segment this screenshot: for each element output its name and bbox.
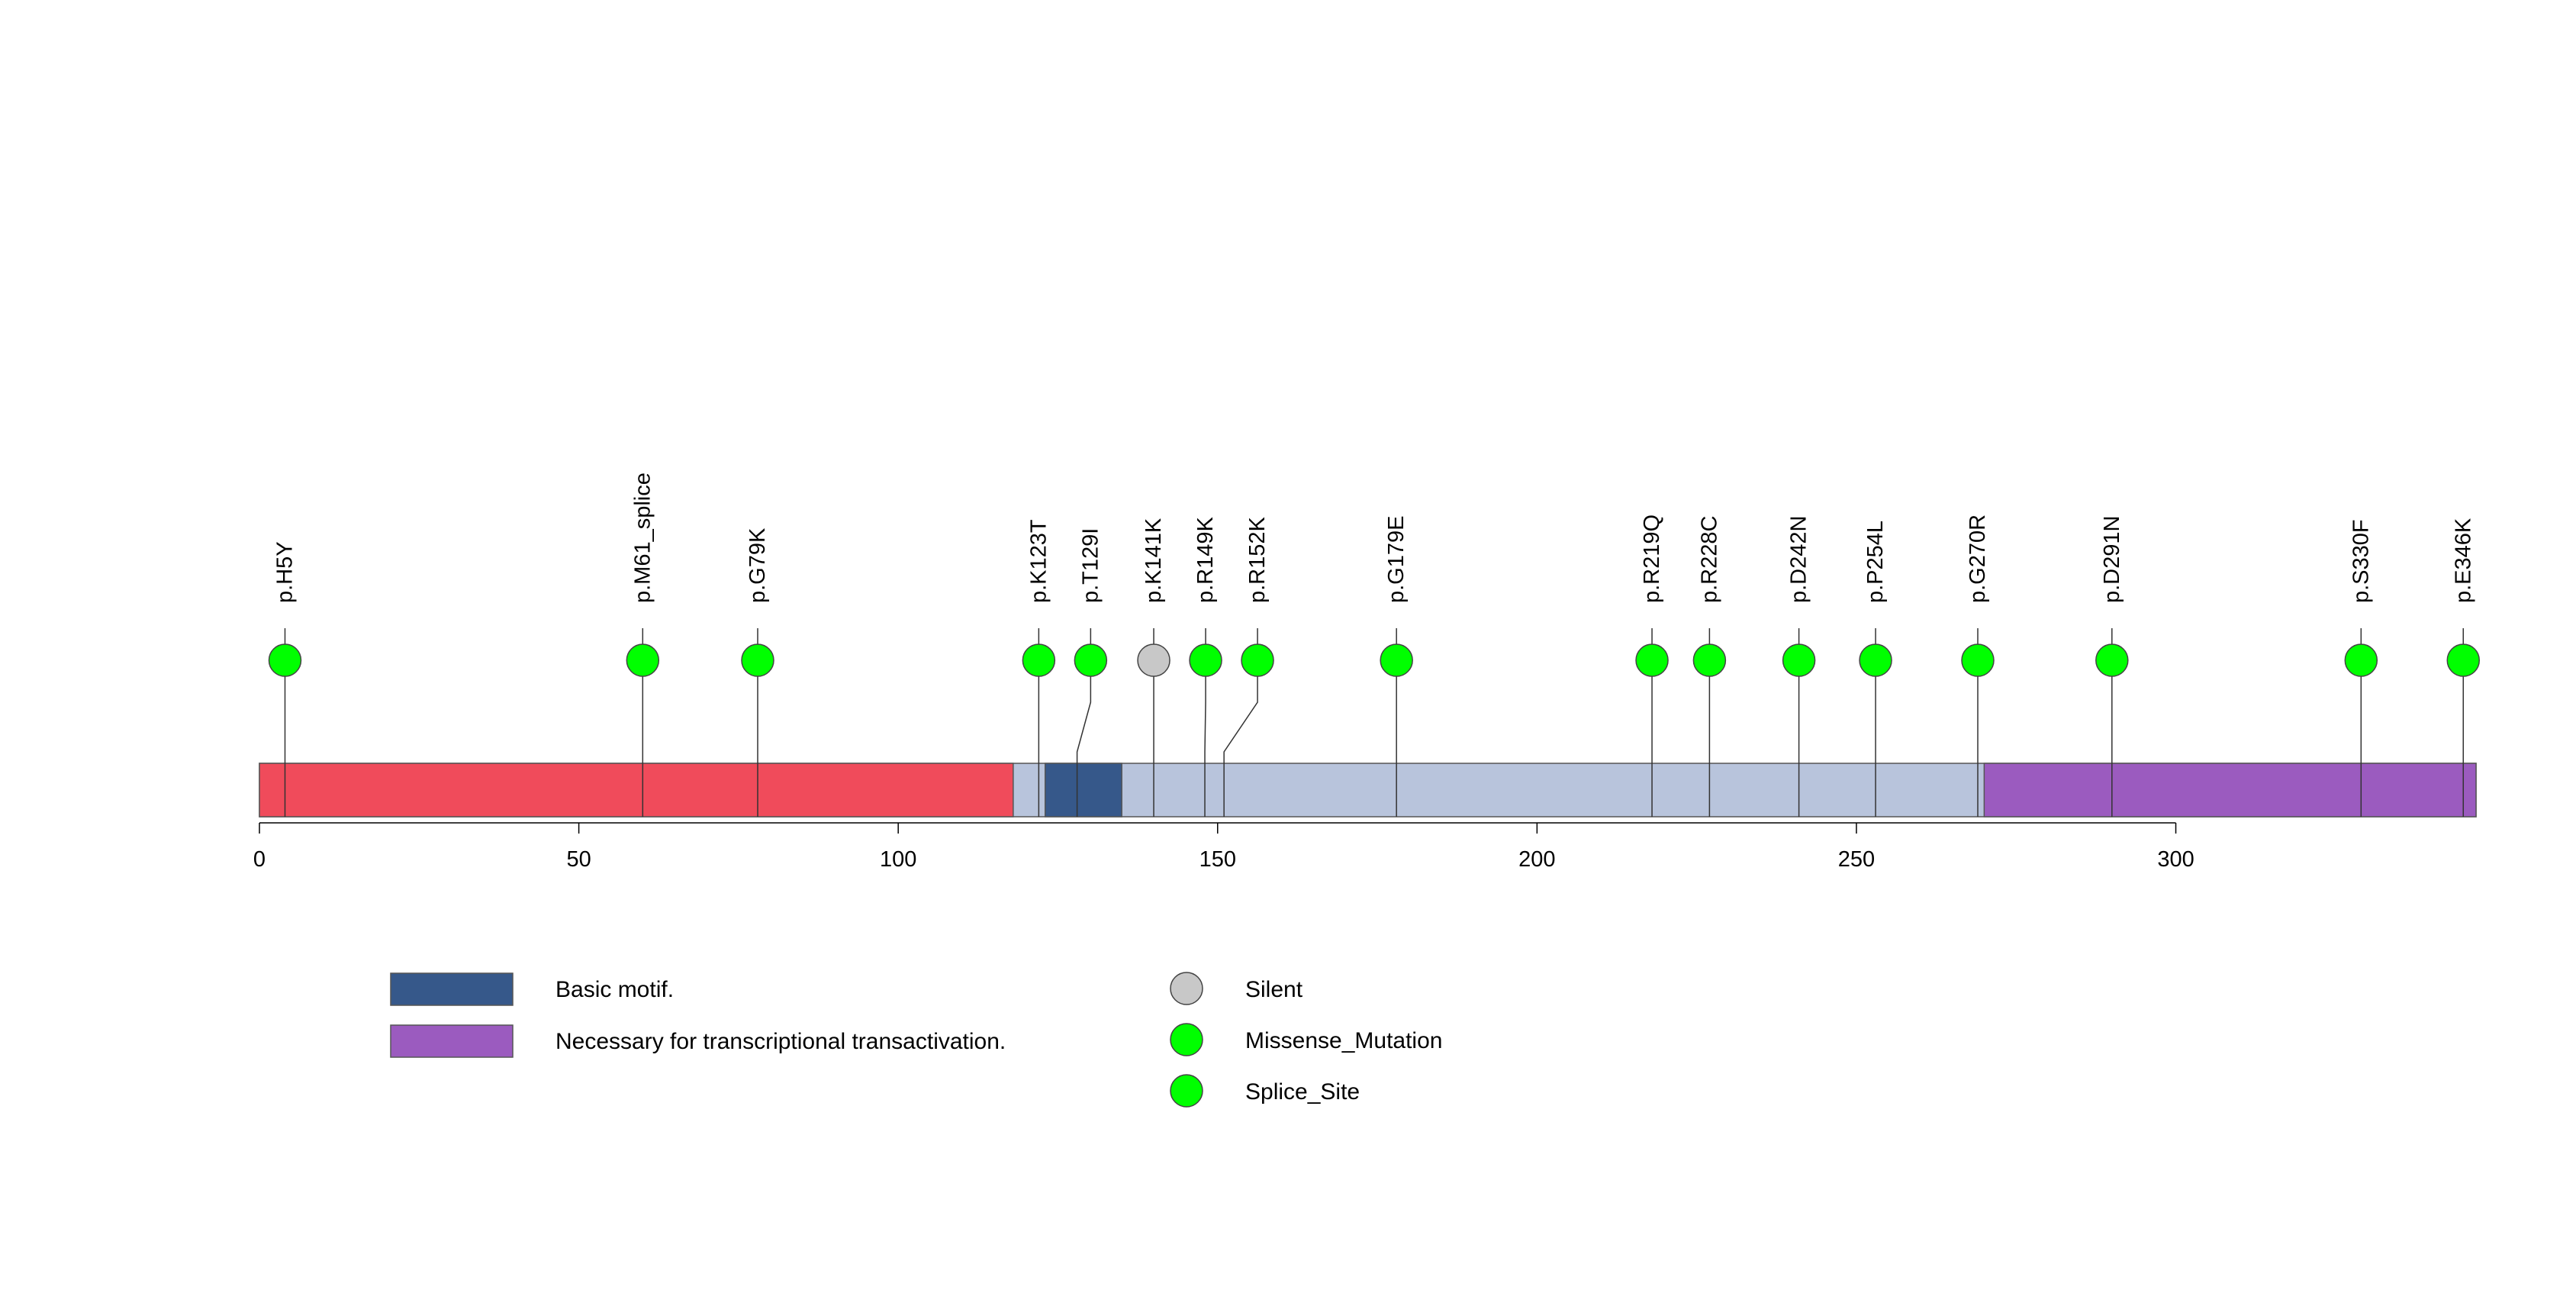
legend-domain-label-0: Basic motif. [555,977,674,1002]
mutation-head-11 [1782,643,1816,677]
domain-0 [259,763,1014,818]
mutation-label-10: p.R228C [1697,516,1721,603]
domain-1 [1044,763,1122,818]
mutation-head-13 [1961,643,1995,677]
mutation-head-12 [1859,643,1892,677]
mutation-label-2: p.G79K [745,527,770,603]
mutation-head-1 [626,643,660,677]
mutation-stick-7 [1223,660,1258,817]
legend-domain-swatch-0 [390,972,514,1006]
mutation-head-2 [741,643,774,677]
legend-mutation-swatch-0 [1170,972,1203,1005]
legend-mutation-label-1: Missense_Mutation [1245,1028,1442,1053]
domain-2 [1983,763,2477,818]
mutation-head-5 [1137,643,1170,677]
mutation-stick-4 [1076,660,1092,817]
mutation-label-1: p.M61_splice [630,472,655,603]
mutation-label-13: p.G270R [1966,514,1990,603]
mutation-label-11: p.D242N [1787,516,1811,603]
mutation-label-0: p.H5Y [272,541,297,603]
mutation-label-8: p.G179E [1384,516,1409,603]
mutation-label-7: p.R152K [1245,516,1270,603]
mutation-label-3: p.K123T [1026,519,1051,603]
mutation-head-4 [1074,643,1108,677]
mutation-head-9 [1635,643,1669,677]
legend: Basic motif. Necessary for transcriptiona… [390,972,1442,1108]
legend-mutation-label-2: Splice_Site [1245,1079,1360,1105]
legend-domain-label-1: Necessary for transcriptional transactiv… [555,1029,1006,1054]
x-tick-label-200: 200 [1518,847,1555,872]
mutation-stick-6 [1204,660,1206,817]
x-tick-label-150: 150 [1199,847,1236,872]
mutation-label-15: p.S330F [2349,519,2373,603]
mutation-head-15 [2344,643,2378,677]
x-tick-label-250: 250 [1838,847,1875,872]
mutation-label-4: p.T129I [1078,528,1103,603]
x-tick-label-100: 100 [880,847,916,872]
mutation-head-3 [1022,643,1056,677]
legend-mutation-label-0: Silent [1245,977,1303,1002]
protein-track [259,763,2477,818]
x-axis: 0 50 100 150 200 250 300 [253,822,2194,872]
mutation-head-6 [1189,643,1222,677]
x-tick-label-300: 300 [2157,847,2194,872]
x-tick-label-0: 0 [253,847,266,872]
mutation-head-16 [2446,643,2481,677]
mutation-label-9: p.R219Q [1640,514,1664,603]
mutation-head-0 [268,643,302,677]
mutation-label-5: p.K141K [1141,518,1166,603]
legend-domain-swatch-1 [390,1024,514,1058]
mutation-head-14 [2095,643,2129,677]
x-tick-label-50: 50 [566,847,591,872]
mutation-head-7 [1241,643,1274,677]
mutation-label-14: p.D291N [2100,516,2124,603]
mutation-lollipops: p.H5Y p.M61_splice p.G79K p.K123T p.T129I p.K… [268,472,2481,817]
legend-mutation-swatch-1 [1170,1023,1203,1056]
mutation-head-8 [1380,643,1413,677]
legend-mutation-swatch-2 [1170,1074,1203,1108]
mutation-label-16: p.E346K [2451,518,2475,603]
mutation-head-10 [1692,643,1727,677]
mutation-label-12: p.P254L [1863,521,1888,603]
mutation-label-6: p.R149K [1193,516,1218,603]
